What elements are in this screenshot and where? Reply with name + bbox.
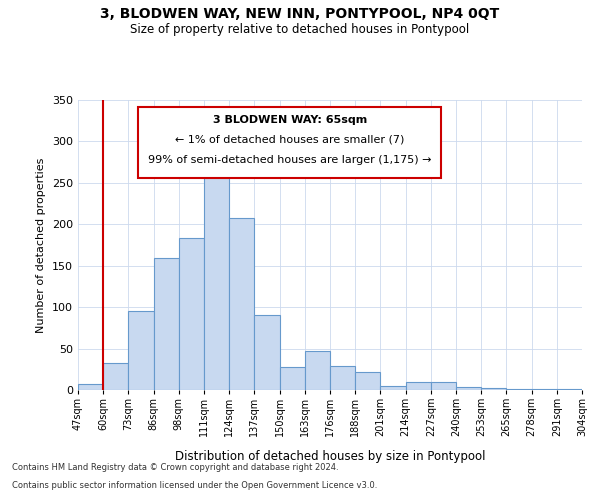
- Bar: [254, 316, 280, 390]
- Text: ← 1% of detached houses are smaller (7): ← 1% of detached houses are smaller (7): [175, 135, 404, 145]
- Text: 3, BLODWEN WAY, NEW INN, PONTYPOOL, NP4 0QT: 3, BLODWEN WAY, NEW INN, PONTYPOOL, NP4 …: [100, 8, 500, 22]
- Bar: [154, 258, 179, 390]
- Bar: [481, 388, 506, 390]
- Bar: [229, 218, 254, 390]
- Text: Distribution of detached houses by size in Pontypool: Distribution of detached houses by size …: [175, 450, 485, 463]
- Bar: [78, 384, 103, 390]
- Text: 99% of semi-detached houses are larger (1,175) →: 99% of semi-detached houses are larger (…: [148, 155, 431, 165]
- Bar: [305, 351, 330, 390]
- Bar: [128, 312, 154, 390]
- Bar: [456, 386, 481, 390]
- Bar: [179, 238, 204, 390]
- Bar: [380, 386, 406, 390]
- Bar: [280, 367, 305, 390]
- Bar: [204, 170, 229, 390]
- Bar: [532, 389, 557, 390]
- FancyBboxPatch shape: [139, 108, 441, 178]
- Text: Contains HM Land Registry data © Crown copyright and database right 2024.: Contains HM Land Registry data © Crown c…: [12, 464, 338, 472]
- Bar: [431, 382, 456, 390]
- Text: 3 BLODWEN WAY: 65sqm: 3 BLODWEN WAY: 65sqm: [212, 114, 367, 124]
- Text: Contains public sector information licensed under the Open Government Licence v3: Contains public sector information licen…: [12, 481, 377, 490]
- Bar: [103, 362, 128, 390]
- Bar: [557, 389, 582, 390]
- Bar: [355, 372, 380, 390]
- Bar: [506, 389, 532, 390]
- Y-axis label: Number of detached properties: Number of detached properties: [37, 158, 46, 332]
- Text: Size of property relative to detached houses in Pontypool: Size of property relative to detached ho…: [130, 22, 470, 36]
- Bar: [406, 382, 431, 390]
- Bar: [330, 366, 355, 390]
